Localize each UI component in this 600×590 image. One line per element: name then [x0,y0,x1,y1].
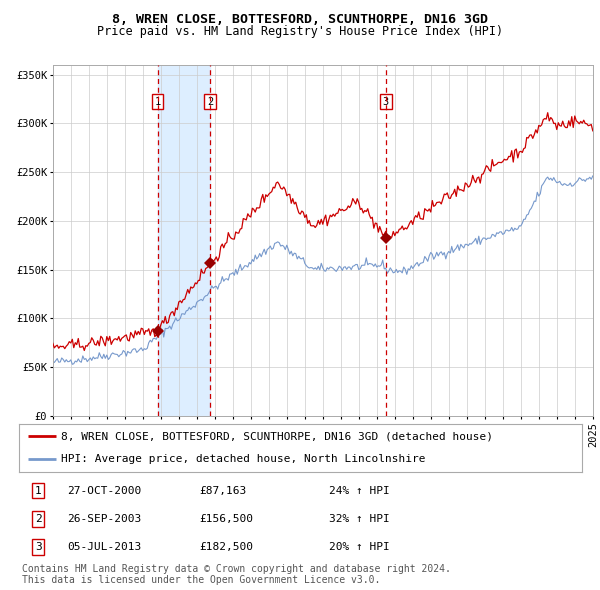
Text: 05-JUL-2013: 05-JUL-2013 [67,542,141,552]
Text: 8, WREN CLOSE, BOTTESFORD, SCUNTHORPE, DN16 3GD: 8, WREN CLOSE, BOTTESFORD, SCUNTHORPE, D… [112,13,488,26]
Text: 1: 1 [35,486,42,496]
Text: 8, WREN CLOSE, BOTTESFORD, SCUNTHORPE, DN16 3GD (detached house): 8, WREN CLOSE, BOTTESFORD, SCUNTHORPE, D… [61,431,493,441]
Text: 24% ↑ HPI: 24% ↑ HPI [329,486,389,496]
Bar [158,65,210,416]
Text: This data is licensed under the Open Government Licence v3.0.: This data is licensed under the Open Gov… [22,575,380,585]
Text: HPI: Average price, detached house, North Lincolnshire: HPI: Average price, detached house, Nort… [61,454,426,464]
Text: 20% ↑ HPI: 20% ↑ HPI [329,542,389,552]
Text: 26-SEP-2003: 26-SEP-2003 [67,514,141,524]
Text: Price paid vs. HM Land Registry's House Price Index (HPI): Price paid vs. HM Land Registry's House … [97,25,503,38]
Text: 27-OCT-2000: 27-OCT-2000 [67,486,141,496]
Text: 3: 3 [383,97,389,107]
Text: £156,500: £156,500 [199,514,253,524]
Text: £182,500: £182,500 [199,542,253,552]
Text: 2: 2 [35,514,42,524]
Text: 32% ↑ HPI: 32% ↑ HPI [329,514,389,524]
Text: £87,163: £87,163 [199,486,247,496]
Text: 3: 3 [35,542,42,552]
Text: 2: 2 [207,97,213,107]
Text: 1: 1 [154,97,161,107]
Text: Contains HM Land Registry data © Crown copyright and database right 2024.: Contains HM Land Registry data © Crown c… [22,564,451,574]
